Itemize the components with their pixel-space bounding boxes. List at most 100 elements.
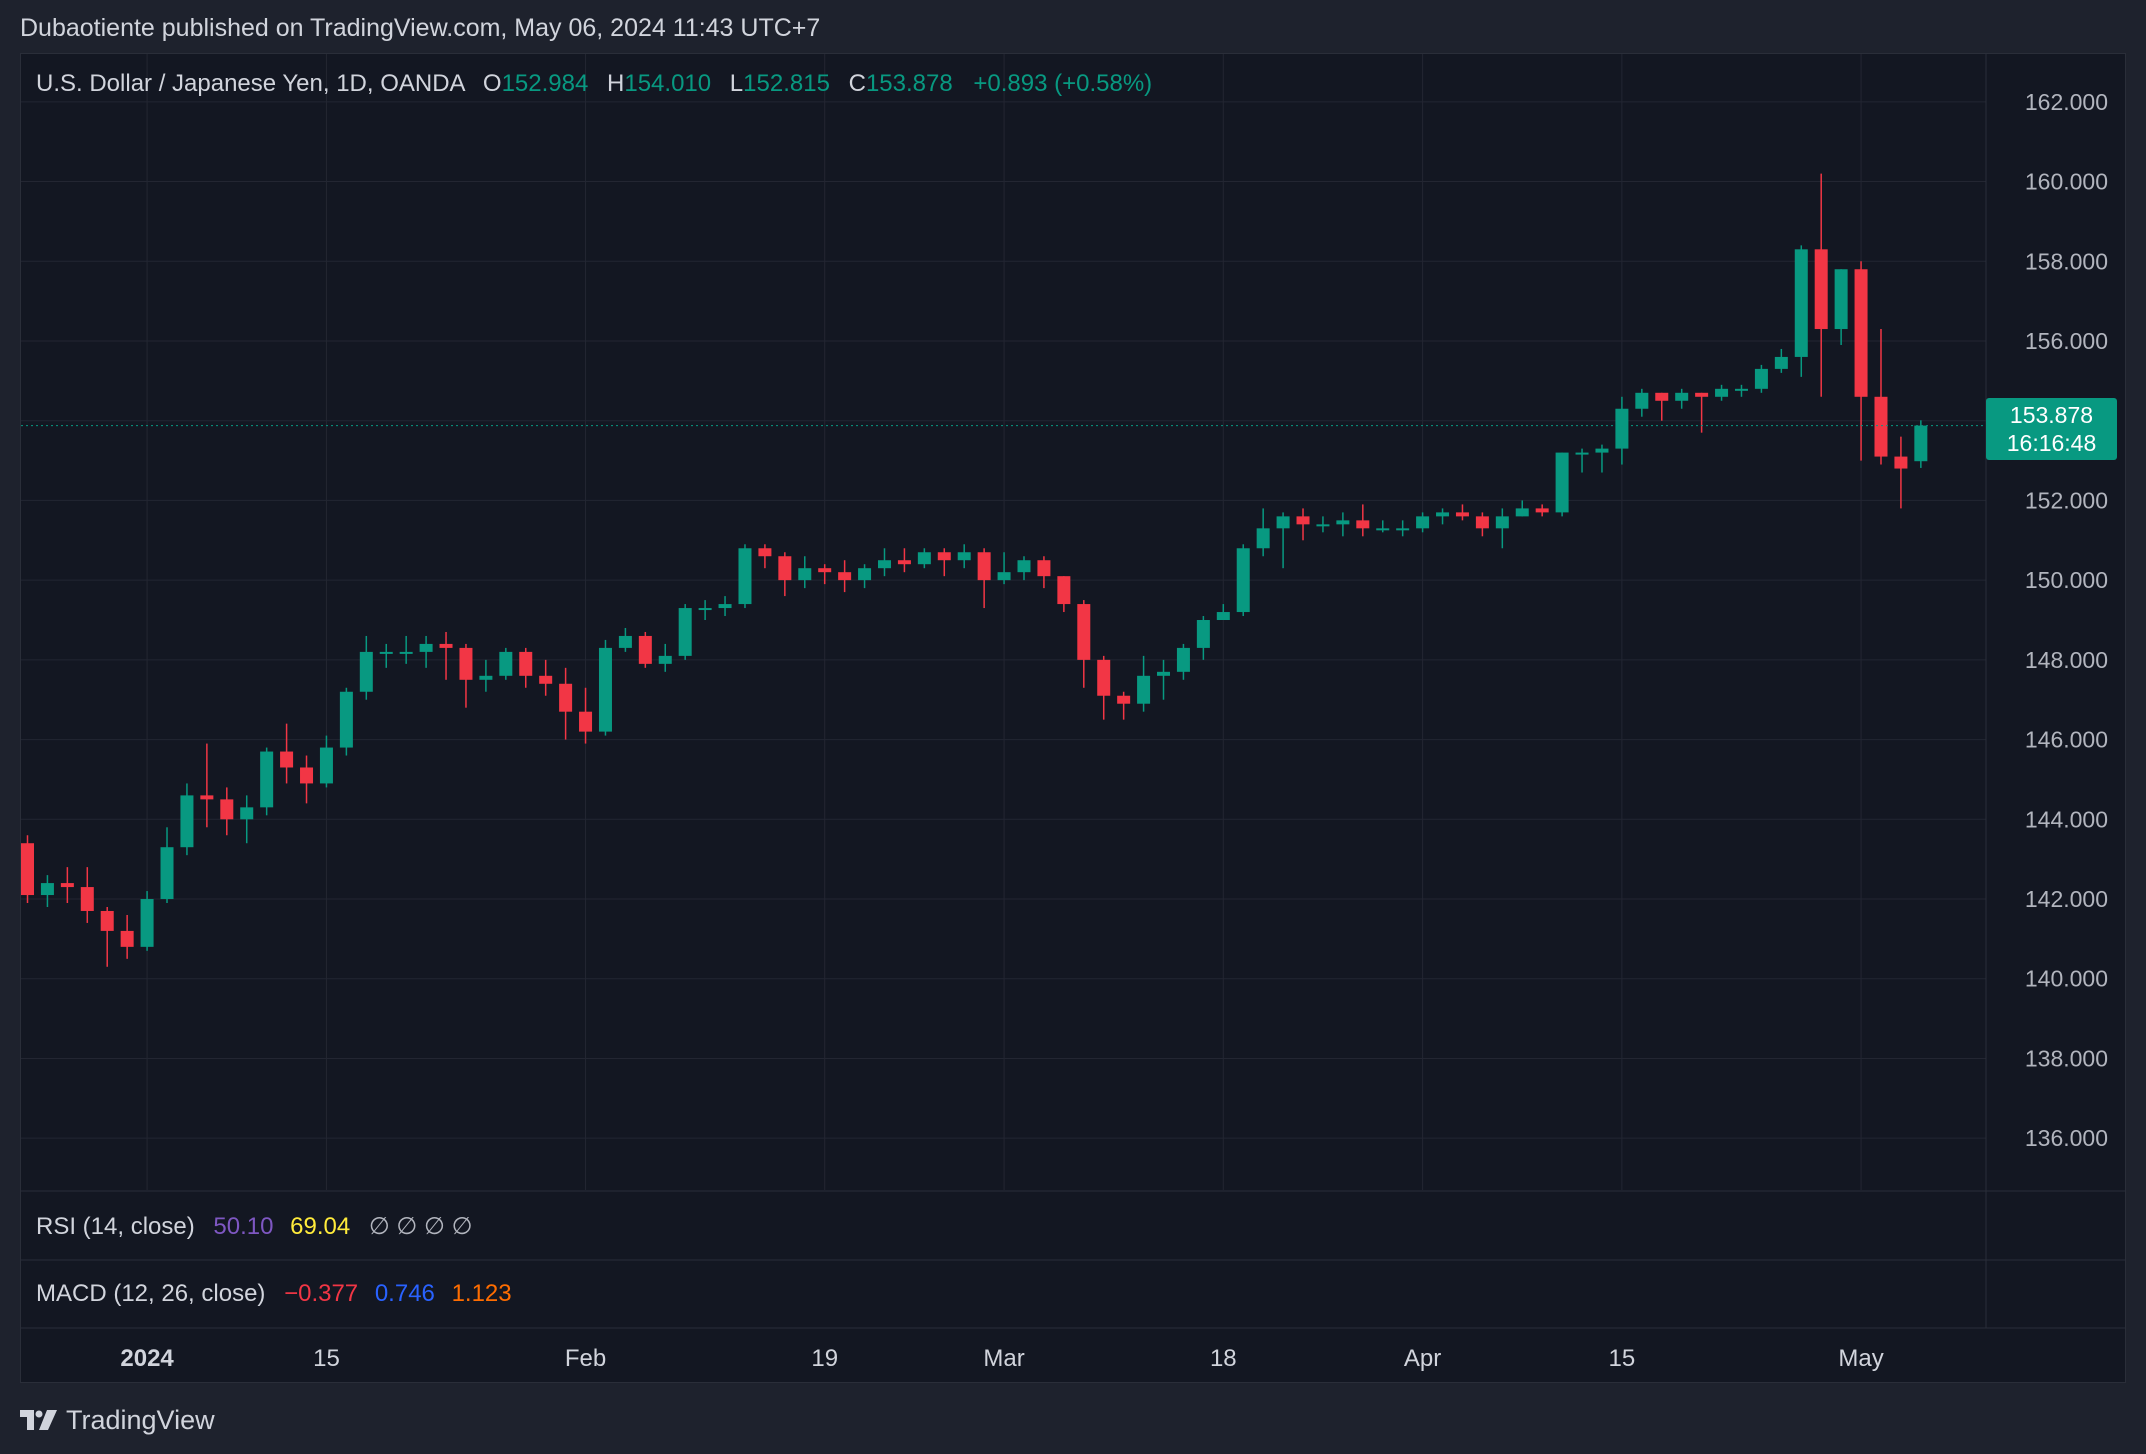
low-value: 152.815 xyxy=(743,70,830,97)
close-value: 153.878 xyxy=(865,70,953,97)
candle-up xyxy=(160,847,174,900)
candle-up xyxy=(1515,508,1529,517)
candle-up xyxy=(678,608,692,656)
macd-line-value: 0.746 xyxy=(374,1280,435,1307)
x-tick-label: Apr xyxy=(1404,1345,1441,1372)
candle-up xyxy=(1794,249,1808,357)
candle-up xyxy=(598,647,612,732)
rsi-legend[interactable]: RSI (14, close) 50.10 69.04 ∅ ∅ ∅ ∅ xyxy=(36,1212,473,1241)
candle-up xyxy=(1715,388,1729,397)
chart-frame[interactable] xyxy=(20,53,2126,1383)
candle-down xyxy=(897,560,911,565)
tradingview-logo-icon xyxy=(20,1409,57,1430)
candle-down xyxy=(937,552,951,561)
y-tick-label: 152.000 xyxy=(2025,487,2108,513)
candle-down xyxy=(1097,659,1111,696)
high-value: 154.010 xyxy=(624,70,712,97)
candle-up xyxy=(1196,620,1210,648)
candle-up xyxy=(1216,612,1230,621)
open-value: 152.984 xyxy=(501,70,589,97)
candle-down xyxy=(1077,604,1091,660)
last-price-tag: 153.878 16:16:48 xyxy=(1986,398,2117,460)
publisher-header: Dubaotiente published on TradingView.com… xyxy=(20,14,821,42)
symbol-name[interactable]: U.S. Dollar / Japanese Yen, 1D, OANDA xyxy=(36,70,465,97)
x-tick-label: Feb xyxy=(565,1345,606,1372)
candle-up xyxy=(1595,448,1609,453)
candle-up xyxy=(718,604,732,609)
y-tick-label: 138.000 xyxy=(2025,1045,2108,1071)
candle-down xyxy=(1057,576,1071,605)
rsi-label[interactable]: RSI (14, close) xyxy=(36,1213,195,1240)
rsi-ma-value: 69.04 xyxy=(290,1213,351,1240)
candle-down xyxy=(1356,520,1370,529)
candle-down xyxy=(1117,695,1131,704)
candle-up xyxy=(698,608,712,611)
candle-down xyxy=(559,683,573,712)
y-tick-label: 136.000 xyxy=(2025,1125,2108,1151)
candle-down xyxy=(459,647,473,680)
candle-down xyxy=(638,635,652,664)
candle-down xyxy=(778,556,792,581)
y-tick-label: 156.000 xyxy=(2025,328,2108,354)
candle-down xyxy=(1695,392,1709,397)
candle-up xyxy=(917,552,931,565)
candle-up xyxy=(858,568,872,581)
macd-histogram-value: −0.377 xyxy=(284,1280,359,1307)
symbol-legend[interactable]: U.S. Dollar / Japanese Yen, 1D, OANDA O1… xyxy=(36,70,1152,98)
candle-up xyxy=(1754,368,1768,389)
footer-brand[interactable]: TradingView xyxy=(66,1405,215,1435)
candle-up xyxy=(1396,528,1410,531)
candle-up xyxy=(738,548,752,605)
candle-up xyxy=(1555,452,1569,513)
candle-down xyxy=(300,767,314,784)
macd-label[interactable]: MACD (12, 26, close) xyxy=(36,1280,266,1307)
high-label: H xyxy=(607,70,625,97)
candle-down xyxy=(838,572,852,581)
macd-legend[interactable]: MACD (12, 26, close) −0.377 0.746 1.123 xyxy=(36,1280,512,1308)
candle-up xyxy=(877,560,891,569)
candle-down xyxy=(579,711,593,732)
candle-up xyxy=(1734,388,1748,391)
candle-up xyxy=(798,568,812,581)
candle-down xyxy=(1037,560,1051,577)
candle-up xyxy=(1176,647,1190,672)
candle-up xyxy=(499,651,513,676)
candle-down xyxy=(1814,249,1828,330)
macd-signal-value: 1.123 xyxy=(451,1280,512,1307)
candle-down xyxy=(519,651,533,676)
candle-up xyxy=(339,691,353,748)
y-tick-label: 160.000 xyxy=(2025,169,2108,195)
candle-down xyxy=(1296,516,1310,525)
candle-up xyxy=(479,675,493,680)
y-tick-label: 162.000 xyxy=(2025,89,2108,115)
candle-down xyxy=(1475,516,1489,529)
y-tick-label: 158.000 xyxy=(2025,248,2108,274)
bar-countdown: 16:16:48 xyxy=(2006,430,2097,456)
candle-down xyxy=(758,548,772,557)
rsi-empty-values: ∅ ∅ ∅ ∅ xyxy=(368,1213,473,1240)
y-tick-label: 140.000 xyxy=(2025,966,2108,992)
candle-up xyxy=(419,643,433,652)
candle-up xyxy=(1436,512,1450,517)
candle-up xyxy=(1495,516,1509,529)
candle-up xyxy=(399,651,413,654)
candle-up xyxy=(1635,392,1649,409)
candle-up xyxy=(140,899,154,947)
candle-up xyxy=(1675,392,1689,401)
x-tick-label: 2024 xyxy=(120,1345,174,1372)
y-tick-label: 150.000 xyxy=(2025,567,2108,593)
candle-up xyxy=(180,795,194,848)
x-tick-label: 19 xyxy=(811,1345,838,1372)
candle-down xyxy=(818,568,832,573)
candle-up xyxy=(1316,524,1330,527)
candle-up xyxy=(319,747,333,784)
candle-up xyxy=(1615,408,1629,449)
candle-down xyxy=(977,552,991,581)
candle-down xyxy=(439,643,453,648)
candle-up xyxy=(997,572,1011,581)
x-tick-label: 18 xyxy=(1210,1345,1237,1372)
candle-down xyxy=(220,799,234,820)
candle-down xyxy=(1894,456,1908,469)
candle-down xyxy=(280,751,294,768)
